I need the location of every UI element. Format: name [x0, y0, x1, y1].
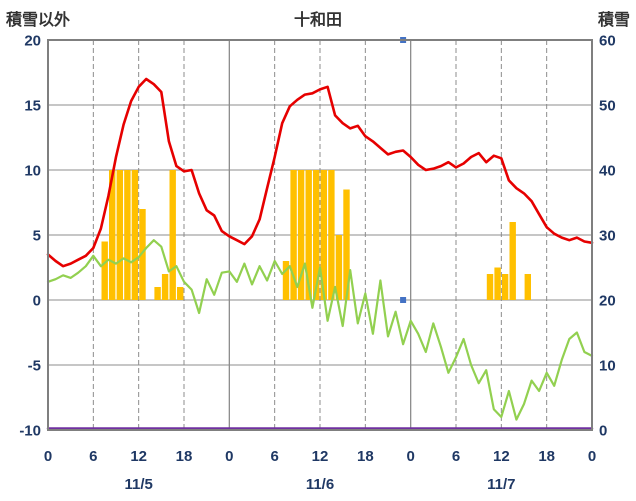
- x-axis-date-label: 11/6: [306, 476, 334, 493]
- x-axis-hour-tick: 12: [493, 448, 510, 465]
- x-axis-hour-tick: 6: [89, 448, 97, 465]
- bar-precipitation_bars: [162, 274, 168, 300]
- x-axis-hour-tick: 0: [44, 448, 52, 465]
- x-axis-date-label: 11/7: [487, 476, 515, 493]
- bar-precipitation_bars: [494, 268, 500, 301]
- weather-chart-page: 積雪以外 十和田 積雪 20151050-5-10605040302010006…: [0, 0, 636, 501]
- left-axis-tick: 10: [24, 163, 41, 180]
- bar-precipitation_bars: [170, 170, 176, 300]
- x-axis-hour-tick: 0: [588, 448, 596, 465]
- bar-precipitation_bars: [525, 274, 531, 300]
- right-axis-tick: 0: [599, 423, 607, 440]
- left-axis-tick: 5: [33, 228, 41, 245]
- x-axis-hour-tick: 18: [538, 448, 555, 465]
- right-axis-tick: 20: [599, 293, 616, 310]
- x-axis-hour-tick: 18: [176, 448, 193, 465]
- bar-precipitation_bars: [328, 170, 334, 300]
- chart-canvas: 20151050-5-10605040302010006121806121806…: [0, 0, 636, 501]
- right-axis-tick: 50: [599, 98, 616, 115]
- x-axis-hour-tick: 6: [452, 448, 460, 465]
- blue-marker-zero: [400, 297, 406, 303]
- bar-precipitation_bars: [510, 222, 516, 300]
- right-axis-tick: 10: [599, 358, 616, 375]
- left-axis-tick: 20: [24, 33, 41, 50]
- x-axis-hour-tick: 6: [270, 448, 278, 465]
- x-axis-hour-tick: 12: [312, 448, 329, 465]
- x-axis-hour-tick: 0: [406, 448, 414, 465]
- left-axis-tick: -10: [19, 423, 41, 440]
- bar-precipitation_bars: [487, 274, 493, 300]
- bar-precipitation_bars: [177, 287, 183, 300]
- x-axis-hour-tick: 0: [225, 448, 233, 465]
- x-axis-hour-tick: 12: [130, 448, 147, 465]
- right-axis-tick: 60: [599, 33, 616, 50]
- bar-precipitation_bars: [124, 170, 130, 300]
- bar-precipitation_bars: [154, 287, 160, 300]
- right-axis-tick: 30: [599, 228, 616, 245]
- x-axis-hour-tick: 18: [357, 448, 374, 465]
- bar-precipitation_bars: [117, 170, 123, 300]
- left-axis-tick: 15: [24, 98, 41, 115]
- bar-precipitation_bars: [502, 274, 508, 300]
- right-axis-tick: 40: [599, 163, 616, 180]
- bar-precipitation_bars: [132, 170, 138, 300]
- bar-precipitation_bars: [102, 242, 108, 301]
- x-axis-date-label: 11/5: [124, 476, 152, 493]
- left-axis-tick: 0: [33, 293, 41, 310]
- left-axis-tick: -5: [28, 358, 41, 375]
